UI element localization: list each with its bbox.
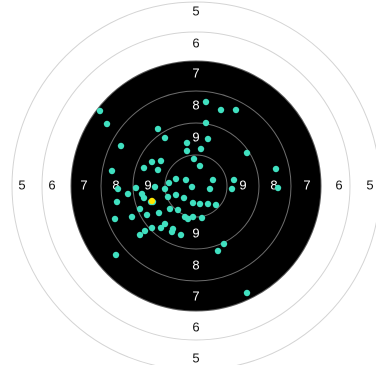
shot-hole	[154, 166, 162, 174]
ring-label-9-bottom: 9	[192, 225, 199, 240]
shot-hole	[180, 194, 188, 202]
shot-hole	[243, 149, 251, 157]
shot-hole	[164, 193, 172, 201]
shot-hole	[157, 157, 165, 165]
ring-label-6-left: 6	[48, 177, 55, 192]
shot-hole	[143, 211, 151, 219]
ring-label-6-top: 6	[192, 35, 199, 50]
shot-hole	[209, 176, 217, 184]
shot-hole	[112, 251, 120, 259]
shot-hole	[117, 142, 125, 150]
shot-hole	[220, 240, 228, 248]
ring-7	[70, 60, 322, 312]
shot-hole	[113, 198, 121, 206]
shot-hole	[154, 125, 162, 133]
ring-label-5-bottom: 5	[192, 350, 199, 365]
shot-hole	[148, 158, 156, 166]
shot-hole	[161, 134, 169, 142]
shot-hole	[103, 120, 111, 128]
last-shot-hole	[148, 197, 156, 205]
shot-hole	[174, 206, 182, 214]
shot-hole	[189, 213, 197, 221]
shot-hole	[114, 185, 122, 193]
shot-hole	[189, 199, 197, 207]
ring-9	[132, 122, 260, 250]
shot-hole	[177, 231, 185, 239]
shot-hole	[172, 175, 180, 183]
shot-hole	[140, 164, 148, 172]
shot-hole	[128, 213, 136, 221]
ring-label-6-bottom: 6	[192, 319, 199, 334]
shot-hole	[230, 176, 238, 184]
ring-label-7-top: 7	[192, 65, 199, 80]
shot-hole	[136, 231, 144, 239]
ring-label-8-bottom: 8	[192, 257, 199, 272]
shot-hole	[157, 224, 165, 232]
shot-hole	[197, 145, 205, 153]
ring-label-5-left: 5	[18, 177, 25, 192]
shot-hole	[161, 185, 169, 193]
ring-label-9-left: 9	[144, 177, 151, 192]
shot-hole	[140, 194, 148, 202]
shot-hole	[183, 139, 191, 147]
shot-hole	[182, 176, 190, 184]
shot-hole	[204, 200, 212, 208]
shot-hole	[228, 185, 236, 193]
shot-hole	[188, 183, 196, 191]
shot-hole	[166, 205, 174, 213]
shot-hole	[132, 184, 140, 192]
shot-hole	[161, 220, 169, 228]
ring-label-7-left: 7	[80, 177, 87, 192]
shot-hole	[155, 209, 163, 217]
rings-layer	[11, 1, 376, 365]
shot-hole	[111, 215, 119, 223]
shot-hole	[217, 106, 225, 114]
shots-layer	[96, 98, 282, 297]
ring-label-7-bottom: 7	[192, 288, 199, 303]
shot-hole	[274, 184, 282, 192]
shot-hole	[184, 215, 192, 223]
shot-hole	[232, 106, 240, 114]
ring-label-8-left: 8	[112, 177, 119, 192]
shot-hole	[165, 179, 173, 187]
shot-hole	[168, 228, 176, 236]
shot-hole	[96, 107, 104, 115]
shot-hole	[136, 205, 144, 213]
shot-hole	[108, 167, 116, 175]
shot-hole	[214, 247, 222, 255]
shot-hole	[148, 224, 156, 232]
ring-label-5-top: 5	[192, 3, 199, 18]
ring-label-8-top: 8	[192, 97, 199, 112]
ring-label-9-right: 9	[239, 177, 246, 192]
shot-hole	[196, 162, 204, 170]
shot-hole	[206, 185, 214, 193]
ring-label-9-top: 9	[192, 129, 199, 144]
shot-hole	[196, 200, 204, 208]
shot-hole	[198, 214, 206, 222]
shot-hole	[272, 165, 280, 173]
shot-hole	[243, 289, 251, 297]
shot-hole	[202, 119, 210, 127]
ring-label-7-right: 7	[303, 177, 310, 192]
shot-hole	[212, 201, 220, 209]
ring-8	[100, 90, 292, 282]
ring-label-6-right: 6	[335, 177, 342, 192]
shot-hole	[183, 147, 191, 155]
shot-hole	[202, 98, 210, 106]
ring-label-8-right: 8	[270, 177, 277, 192]
shot-hole	[204, 135, 212, 143]
shot-hole	[151, 183, 159, 191]
shot-hole	[124, 190, 132, 198]
ring-labels: 5 5 5 5 6 6 6 6 7 7 7 7 8 8 8 8 9 9 9 9	[18, 3, 373, 365]
shot-hole	[172, 191, 180, 199]
shot-hole	[190, 155, 198, 163]
shot-hole	[141, 227, 149, 235]
ring-label-5-right: 5	[366, 177, 373, 192]
